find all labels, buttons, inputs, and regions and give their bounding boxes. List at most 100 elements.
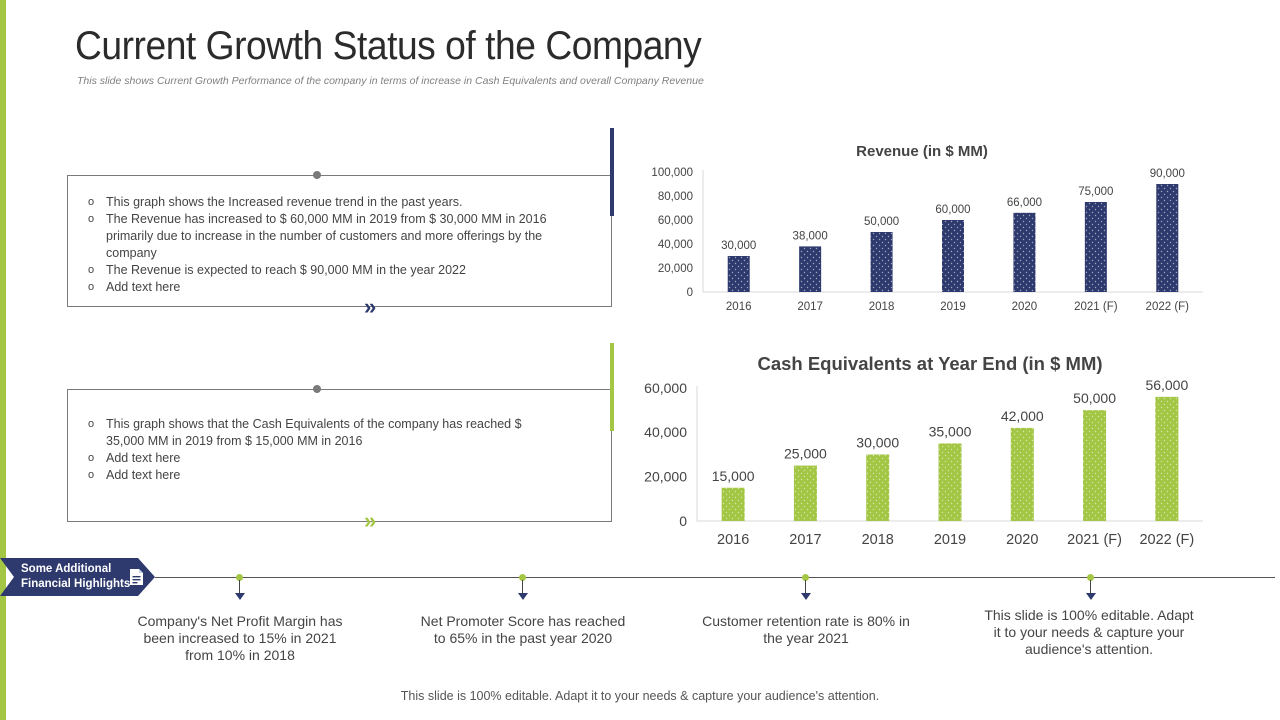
- timeline-stem: [239, 580, 240, 594]
- navy-accent-bar: [610, 128, 614, 216]
- timeline-stem: [1090, 580, 1091, 594]
- bar: [793, 465, 817, 521]
- y-tick-label: 0: [679, 513, 687, 529]
- bar: [866, 454, 890, 521]
- x-tick-label: 2020: [1006, 532, 1038, 548]
- y-tick-label: 20,000: [644, 469, 687, 485]
- timeline-dot: [236, 574, 243, 581]
- double-chevron-icon: »: [364, 294, 377, 319]
- timeline-line: [155, 577, 1275, 578]
- revenue-chart: 0 20,000 40,000 60,000 80,000 100,000 30,000 20…: [651, 167, 1203, 313]
- y-tick-label: 80,000: [658, 191, 693, 203]
- data-label: 75,000: [1078, 186, 1113, 198]
- cash-chart: 0 20,000 40,000 60,000 15,000 2016 25,000 2017 3…: [644, 377, 1203, 548]
- x-tick-label: 2022 (F): [1139, 532, 1194, 548]
- timeline-stem: [805, 580, 806, 594]
- data-label: 42,000: [1001, 408, 1044, 424]
- x-tick-label: 2020: [1012, 301, 1038, 313]
- revenue-notes-box: This graph shows the Increased revenue t…: [67, 175, 612, 307]
- ribbon-line-2: Financial Highlights: [21, 578, 131, 590]
- list-item: The Revenue has increased to $ 60,000 MM…: [88, 211, 558, 262]
- y-tick-label: 60,000: [644, 380, 687, 396]
- y-tick-label: 0: [687, 287, 693, 299]
- x-tick-label: 2018: [869, 301, 895, 313]
- bar: [1155, 396, 1179, 521]
- bar: [1156, 184, 1179, 292]
- timeline-dot: [1087, 574, 1094, 581]
- revenue-notes-list: This graph shows the Increased revenue t…: [88, 194, 558, 296]
- data-label: 56,000: [1145, 377, 1188, 393]
- y-tick-label: 60,000: [658, 215, 693, 227]
- bar: [870, 232, 893, 292]
- data-label: 66,000: [1007, 197, 1042, 209]
- data-label: 60,000: [935, 204, 970, 216]
- double-chevron-icon: »: [364, 508, 377, 533]
- list-item: This graph shows the Increased revenue t…: [88, 194, 558, 211]
- bar: [1083, 410, 1107, 521]
- footer-note: This slide is 100% editable. Adapt it to…: [400, 689, 880, 703]
- cash-notes-box: This graph shows that the Cash Equivalen…: [67, 389, 612, 522]
- bar: [799, 246, 822, 292]
- highlight-editable: This slide is 100% editable. Adapt it to…: [984, 607, 1194, 657]
- list-item: Add text here: [88, 467, 558, 484]
- data-label: 35,000: [929, 423, 972, 439]
- data-label: 30,000: [721, 240, 756, 252]
- data-label: 30,000: [856, 435, 899, 451]
- bar: [1010, 427, 1034, 521]
- cash-chart-title: Cash Equivalents at Year End (in $ MM): [757, 353, 1103, 374]
- bar: [1013, 212, 1036, 292]
- document-icon: [130, 569, 143, 585]
- x-tick-label: 2019: [934, 532, 966, 548]
- highlight-net-promoter: Net Promoter Score has reached to 65% in…: [420, 613, 626, 646]
- left-accent-stripe: [0, 0, 6, 720]
- highlights-ribbon: [0, 558, 155, 596]
- data-label: 50,000: [1073, 390, 1116, 406]
- highlight-retention: Customer retention rate is 80% in the ye…: [702, 613, 910, 646]
- timeline-arrow-icon: [1086, 593, 1096, 600]
- data-label: 50,000: [864, 216, 899, 228]
- page-title: Current Growth Status of the Company: [75, 24, 702, 68]
- timeline-arrow-icon: [235, 593, 245, 600]
- data-label: 15,000: [712, 468, 755, 484]
- bar: [942, 220, 964, 292]
- y-tick-label: 20,000: [658, 263, 693, 275]
- x-tick-label: 2016: [726, 301, 752, 313]
- x-tick-label: 2022 (F): [1146, 301, 1190, 313]
- y-tick-label: 100,000: [651, 167, 693, 179]
- page-subtitle: This slide shows Current Growth Performa…: [77, 75, 704, 87]
- timeline-arrow-icon: [801, 593, 811, 600]
- cash-notes-list: This graph shows that the Cash Equivalen…: [88, 416, 558, 484]
- timeline-dot: [519, 574, 526, 581]
- data-label: 25,000: [784, 446, 827, 462]
- box-connector-dot: [313, 385, 321, 393]
- list-item: This graph shows that the Cash Equivalen…: [88, 416, 558, 450]
- list-item: Add text here: [88, 279, 558, 296]
- timeline-dot: [802, 574, 809, 581]
- ribbon-line-1: Some Additional: [21, 563, 112, 575]
- x-tick-label: 2019: [940, 301, 966, 313]
- revenue-chart-title: Revenue (in $ MM): [856, 143, 988, 160]
- bar: [1084, 202, 1107, 292]
- x-tick-label: 2017: [797, 301, 823, 313]
- x-tick-label: 2017: [789, 532, 821, 548]
- data-label: 38,000: [793, 230, 828, 242]
- list-item: The Revenue is expected to reach $ 90,00…: [88, 262, 558, 279]
- highlights-ribbon-label: Some Additional Financial Highlights: [21, 562, 130, 592]
- highlight-net-profit: Company's Net Profit Margin has been inc…: [137, 613, 343, 663]
- y-tick-label: 40,000: [644, 424, 687, 440]
- bar: [721, 487, 745, 521]
- green-accent-bar: [610, 343, 614, 431]
- bar: [727, 256, 750, 292]
- y-tick-label: 40,000: [658, 239, 693, 251]
- x-tick-label: 2021 (F): [1067, 532, 1122, 548]
- data-label: 90,000: [1150, 168, 1185, 180]
- box-connector-dot: [313, 171, 321, 179]
- box-connector-line: [67, 175, 317, 176]
- timeline-arrow-icon: [518, 593, 528, 600]
- bar: [938, 443, 962, 521]
- box-connector-line: [67, 389, 317, 390]
- x-tick-label: 2016: [717, 532, 749, 548]
- timeline-stem: [522, 580, 523, 594]
- list-item: Add text here: [88, 450, 558, 467]
- x-tick-label: 2018: [862, 532, 894, 548]
